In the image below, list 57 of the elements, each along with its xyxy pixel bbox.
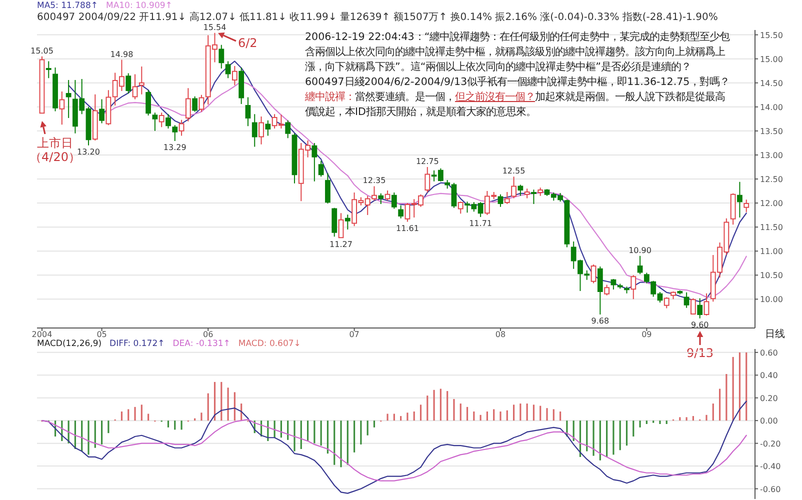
text: 10.90 [628, 246, 652, 255]
y-tick-label: 11.00 [760, 247, 783, 256]
text: 12.35 [362, 176, 386, 186]
y-tick-label: 13.00 [760, 150, 783, 160]
y-tick-label: 15.50 [760, 30, 783, 40]
y-tick-label: 15.00 [760, 54, 783, 64]
x-axis-title: 日线 [765, 328, 785, 340]
annotation: 加起來就是兩個。一般人說下跌都是從最高 [535, 91, 725, 103]
annotation: 6/2 [238, 36, 258, 50]
x-tick-label: 05 [96, 330, 107, 339]
annotation: 上市日 [37, 136, 73, 150]
y-tick-label: 13.50 [760, 126, 783, 136]
annotation: 含兩個以上依次同向的纏中說禪走勢中樞，就稱爲該級別的纏中說禪趨勢。該方向向上就稱爲上 [305, 46, 725, 58]
x-tick-label: 06 [203, 330, 214, 339]
y-tick-label: -0.60 [760, 484, 781, 494]
x-tick-label: 2004 [32, 330, 52, 339]
annotation: 當然要連續。是一個， [355, 91, 455, 103]
chart-subtitle: 600497 2004/09/22 开11.91↓ 高12.07↓ 低11.81↓ 收11.99↓ 量12639↑ 额1507万↑ 换0.14% 振2.16% 涨(-0.04)-0.33% 指数(-28.41)-1.90% [37, 11, 718, 23]
y-tick-label: -0.40 [760, 462, 781, 472]
text: 11.61 [396, 224, 419, 233]
annotation: 纏中說禪： [304, 91, 355, 103]
x-tick-label: 08 [495, 330, 506, 339]
text: 14.98 [110, 50, 134, 59]
y-tick-label: 0.00 [760, 416, 778, 426]
y-tick-label: 10.50 [760, 271, 783, 280]
annotation: 價說起，本ID指那天開始，就是順着大家的意思來。 [305, 106, 536, 118]
annotation: 600497日綫2004/6/2-2004/9/13似乎衹有一個纏中說禪走勢中樞，即11.36-12.75，對嗎？ [305, 76, 730, 88]
y-tick-label: 0.60 [760, 348, 778, 358]
legend-title: MACD(12,26,9) [37, 339, 102, 349]
y-tick-label: 0.20 [760, 394, 778, 403]
y-tick-label: 14.00 [760, 102, 783, 112]
text: 12.75 [416, 156, 439, 166]
text: MA10: 10.909↑ [106, 1, 172, 11]
text: 11.71 [469, 218, 492, 228]
text: MA5: 11.788↑ [37, 1, 98, 11]
text: 9.68 [591, 316, 610, 326]
y-tick-label: 12.50 [760, 175, 783, 184]
text: 12.55 [502, 166, 526, 176]
annotation: 2006-12-19 22:04:43：“纏中說禪趨勢：在任何級別的任何走勢中，某完成的走勢類型至少包 [305, 31, 730, 43]
y-tick-label: 0.40 [760, 371, 778, 380]
x-tick-label: 09 [642, 330, 652, 339]
text: 15.05 [30, 46, 54, 56]
y-tick-label: 14.50 [760, 78, 783, 88]
text: 11.27 [330, 240, 352, 250]
text: DEA: -0.131↑ [172, 339, 230, 349]
y-tick-label: 10.00 [760, 295, 783, 304]
text: DIFF: 0.172↑ [110, 339, 165, 349]
text: 15.54 [203, 22, 226, 32]
text: 13.29 [163, 143, 186, 152]
annotation: 漲，向下就稱爲下跌”。這“兩個以上依次同向的纏中說禪走勢中樞”是否必須是連續的？ [305, 61, 692, 73]
y-tick-label: -0.20 [760, 439, 781, 448]
text: MACD: 0.607↓ [238, 339, 301, 349]
text: 13.20 [77, 147, 100, 156]
y-tick-label: 11.50 [760, 223, 783, 232]
x-tick-label: 07 [349, 330, 360, 339]
y-tick-label: 12.00 [760, 199, 783, 208]
text: 9.60 [690, 320, 709, 330]
